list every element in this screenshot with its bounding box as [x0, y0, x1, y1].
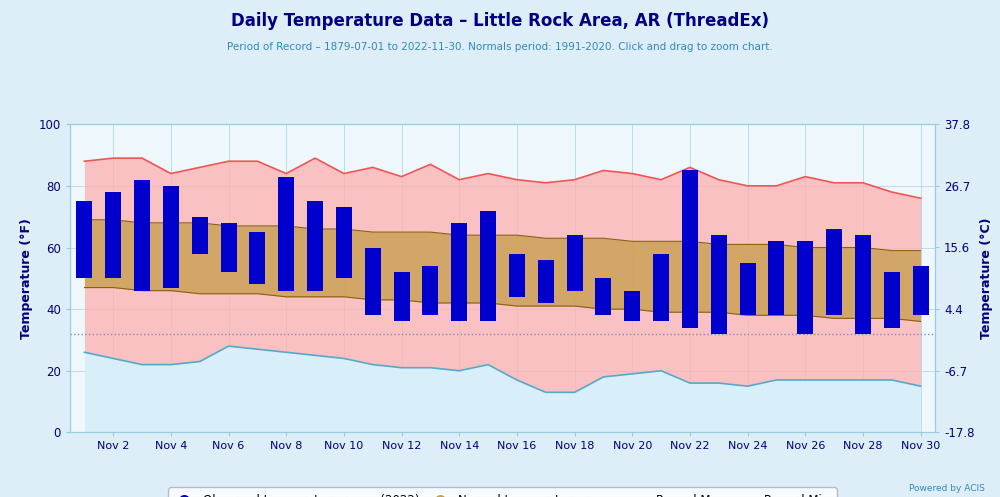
Bar — [913, 266, 929, 315]
Text: Daily Temperature Data – Little Rock Area, AR (ThreadEx): Daily Temperature Data – Little Rock Are… — [231, 12, 769, 30]
Bar — [567, 235, 583, 291]
Bar — [768, 242, 784, 315]
Bar — [855, 235, 871, 334]
Bar — [76, 201, 92, 278]
Y-axis label: Temperature (°C): Temperature (°C) — [980, 218, 993, 339]
Bar — [797, 242, 813, 334]
Bar — [509, 253, 525, 297]
Bar — [163, 186, 179, 288]
Bar — [682, 170, 698, 328]
Bar — [365, 248, 381, 315]
Bar — [278, 176, 294, 291]
Bar — [480, 211, 496, 322]
Bar — [192, 217, 208, 253]
Bar — [221, 223, 237, 272]
Bar — [711, 235, 727, 334]
Legend: Observed temperature range (2022), Normal temperature range, Record Max, Record : Observed temperature range (2022), Norma… — [168, 487, 837, 497]
Bar — [451, 223, 467, 322]
Bar — [884, 272, 900, 328]
Bar — [624, 291, 640, 322]
Bar — [336, 207, 352, 278]
Bar — [105, 192, 121, 278]
Bar — [653, 253, 669, 322]
Y-axis label: Temperature (°F): Temperature (°F) — [20, 218, 33, 339]
Bar — [595, 278, 611, 315]
Text: Powered by ACIS: Powered by ACIS — [909, 484, 985, 493]
Bar — [134, 180, 150, 291]
Bar — [249, 232, 265, 284]
Bar — [394, 272, 410, 322]
Bar — [826, 229, 842, 315]
Text: Period of Record – 1879-07-01 to 2022-11-30. Normals period: 1991-2020. Click an: Period of Record – 1879-07-01 to 2022-11… — [227, 42, 773, 52]
Bar — [740, 263, 756, 315]
Bar — [538, 260, 554, 303]
Bar — [422, 266, 438, 315]
Bar — [307, 201, 323, 291]
